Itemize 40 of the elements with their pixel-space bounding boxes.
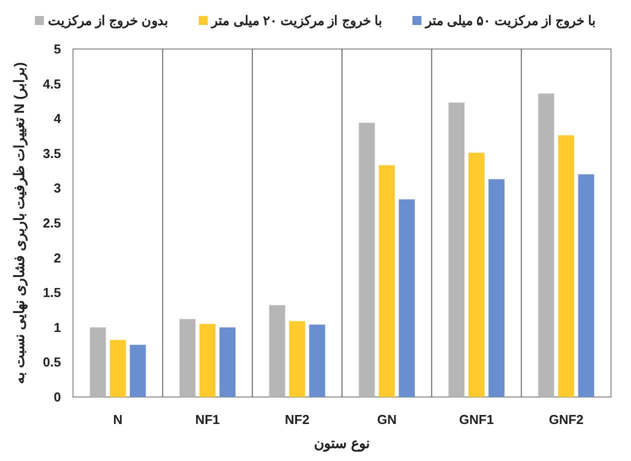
y-tick-label: 3.5 (42, 146, 61, 161)
y-tick-label: 1 (54, 320, 61, 335)
y-tick-label: 2 (54, 250, 61, 266)
x-tick-label: N (113, 412, 123, 427)
bar (378, 165, 395, 397)
legend-label: با خروج از مرکزیت ۵۰ میلی متر (424, 13, 596, 29)
bar (488, 179, 504, 397)
y-tick-label: 3 (54, 180, 61, 196)
bar (538, 94, 554, 397)
bar (309, 324, 326, 397)
bar (200, 324, 216, 397)
x-tick-label: NF1 (195, 412, 220, 427)
bar (558, 135, 574, 397)
bar (90, 327, 106, 397)
x-tick-label: GNF1 (459, 412, 494, 427)
y-tick-label: 4 (54, 111, 62, 126)
legend-label: بدون خروج از مرکزیت (48, 13, 169, 29)
bar (130, 344, 146, 397)
y-tick-label: 2.5 (42, 216, 61, 230)
x-tick-label: GNF2 (548, 412, 584, 427)
bar (220, 327, 236, 397)
bar (180, 319, 196, 397)
y-tick-label: 5 (54, 42, 61, 56)
bar (578, 174, 594, 397)
y-tick-label: 0.5 (42, 354, 61, 370)
y-tick-label: 0 (54, 390, 61, 404)
bar (110, 340, 126, 397)
x-axis-title: نوع ستون (314, 435, 370, 452)
y-tick-label: 4.5 (42, 76, 61, 92)
x-tick-label: NF2 (284, 412, 310, 427)
bar (468, 152, 484, 397)
y-tick-label: 1.5 (42, 285, 61, 300)
bar (358, 122, 375, 397)
x-tick-label: GN (377, 412, 397, 427)
legend-label: با خروج از مرکزیت ۲۰ میلی متر (210, 13, 382, 29)
bar (269, 305, 286, 397)
y-axis-title: تغییرات ظرفیت باربری فشاری نهایی نسبت به N (برابر) (11, 62, 28, 384)
bar (398, 199, 415, 397)
bar (448, 102, 464, 397)
bar (289, 321, 306, 397)
